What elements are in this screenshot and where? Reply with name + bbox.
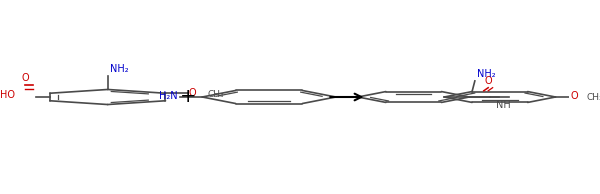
Text: CH₃: CH₃: [586, 93, 600, 101]
Text: O: O: [21, 73, 29, 83]
Text: NH₂: NH₂: [110, 64, 129, 74]
Text: O: O: [189, 88, 196, 98]
Text: HO: HO: [1, 90, 16, 100]
Text: H₂N: H₂N: [158, 91, 177, 101]
Text: NH: NH: [496, 100, 511, 110]
Text: +: +: [180, 87, 197, 107]
Text: O: O: [484, 76, 492, 86]
Text: NH₂: NH₂: [476, 69, 495, 79]
Text: CH₃: CH₃: [207, 90, 224, 99]
Text: O: O: [571, 91, 578, 101]
